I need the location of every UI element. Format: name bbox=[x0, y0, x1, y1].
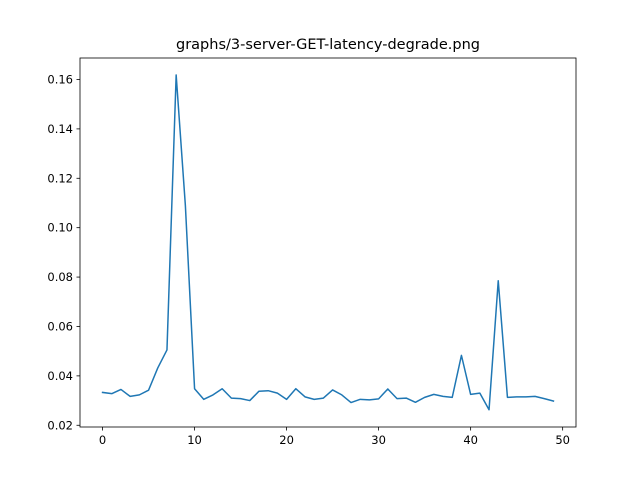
y-tick-label: 0.10 bbox=[47, 221, 73, 235]
chart-title: graphs/3-server-GET-latency-degrade.png bbox=[176, 37, 480, 53]
y-tick-label: 0.04 bbox=[47, 369, 73, 383]
y-tick-label: 0.06 bbox=[47, 319, 73, 333]
y-tick-label: 0.16 bbox=[47, 72, 73, 86]
y-tick-label: 0.08 bbox=[47, 270, 73, 284]
x-tick-label: 30 bbox=[371, 433, 386, 447]
x-tick-label: 10 bbox=[187, 433, 202, 447]
series-line-0 bbox=[101, 74, 555, 411]
plot-area: 0 10 20 30 40 50 0.02 0.04 0.06 0.08 0.10 0.12 0.14 0… bbox=[47, 57, 577, 447]
x-tick-label: 40 bbox=[463, 433, 478, 447]
axes-frame bbox=[79, 57, 577, 428]
y-tick-label: 0.12 bbox=[47, 171, 73, 185]
x-tick-label: 20 bbox=[279, 433, 294, 447]
x-tick-label: 50 bbox=[555, 433, 570, 447]
x-tick-label: 0 bbox=[99, 433, 106, 447]
y-tick-label: 0.14 bbox=[47, 122, 73, 136]
y-tick-label: 0.02 bbox=[47, 418, 73, 432]
